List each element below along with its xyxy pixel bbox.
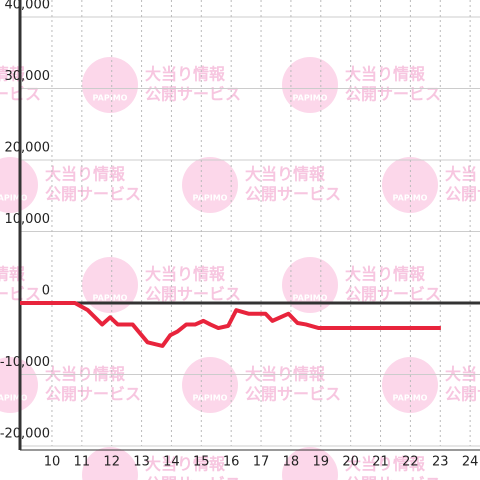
watermark-text: 大当り情報 <box>45 165 126 184</box>
x-tick-label: 14 <box>163 455 180 470</box>
watermark-logo <box>282 257 338 313</box>
watermark-brand: PAPIMO <box>193 394 228 403</box>
watermark-text: 公開サービス <box>245 185 341 204</box>
y-tick-label: 10,000 <box>5 212 51 227</box>
x-tick-label: 16 <box>223 455 240 470</box>
x-tick-label: 10 <box>44 455 61 470</box>
x-tick-label: 19 <box>313 455 330 470</box>
watermark-text: 大当り情報 <box>445 165 480 184</box>
watermark-brand: PAPIMO <box>0 394 28 403</box>
x-tick-label: 13 <box>133 455 150 470</box>
watermark-text: 大当り情報 <box>0 265 26 284</box>
watermark-text: 大当り情報 <box>245 165 326 184</box>
y-tick-label: 40,000 <box>5 0 51 13</box>
y-tick-label: 30,000 <box>5 69 51 84</box>
x-tick-label: 23 <box>432 455 449 470</box>
watermark-text: 公開サービス <box>345 285 441 304</box>
watermark-logo <box>82 257 138 313</box>
x-tick-label: 17 <box>253 455 270 470</box>
watermark-logo <box>282 447 338 480</box>
watermark-brand: PAPIMO <box>93 294 128 303</box>
watermark-text: 公開サービス <box>245 385 341 404</box>
watermark-text: 公開サービス <box>345 85 441 104</box>
x-tick-label: 11 <box>74 455 91 470</box>
watermark-text: 大当り情報 <box>345 65 426 84</box>
watermark-text: 大当り情報 <box>145 455 226 474</box>
y-tick-label: 20,000 <box>5 141 51 156</box>
x-tick-label: 21 <box>372 455 389 470</box>
y-tick-label: -20,000 <box>0 427 50 442</box>
x-tick-label: 15 <box>193 455 210 470</box>
watermark-text: 公開サービス <box>45 185 141 204</box>
watermark-logo <box>282 57 338 113</box>
watermark-brand: PAPIMO <box>93 94 128 103</box>
watermark-text: 公開サービス <box>145 475 241 480</box>
watermark-text: 公開サービス <box>45 385 141 404</box>
data-line <box>20 301 441 348</box>
watermark-text: 大当り情報 <box>345 265 426 284</box>
x-tick-label: 20 <box>342 455 359 470</box>
y-tick-label: 0 <box>42 284 50 299</box>
watermark-text: 大当り情報 <box>345 455 426 474</box>
watermark-logo <box>82 57 138 113</box>
watermark-text: 大当り情報 <box>145 65 226 84</box>
watermark-text: 公開サービス <box>445 385 480 404</box>
watermark-brand: PAPIMO <box>393 394 428 403</box>
x-tick-label: 12 <box>103 455 120 470</box>
x-tick-label: 24 <box>462 455 479 470</box>
y-tick-label: -10,000 <box>0 355 50 370</box>
watermark-text: 公開サービス <box>445 185 480 204</box>
watermark-text: 公開サービス <box>145 85 241 104</box>
x-tick-label: 22 <box>402 455 419 470</box>
watermark-text: 大当り情報 <box>145 265 226 284</box>
watermark-logo <box>82 447 138 480</box>
watermark-brand: PAPIMO <box>0 194 28 203</box>
watermark-logo <box>182 157 238 213</box>
watermark-brand: PAPIMO <box>293 94 328 103</box>
watermark-logo <box>182 357 238 413</box>
watermark-text: 公開サービス <box>145 285 241 304</box>
watermark-brand: PAPIMO <box>393 194 428 203</box>
watermark-brand: PAPIMO <box>293 294 328 303</box>
watermark-brand: PAPIMO <box>193 194 228 203</box>
watermark-text: 公開サービス <box>345 475 441 480</box>
x-tick-label: 18 <box>283 455 300 470</box>
